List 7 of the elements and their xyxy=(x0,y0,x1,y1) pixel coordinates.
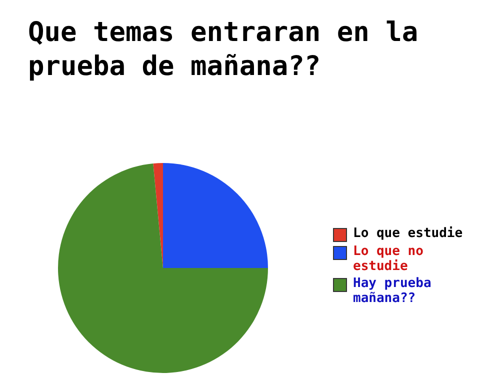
pie-slice xyxy=(153,163,163,268)
pie-slice xyxy=(58,163,268,373)
legend-label: Hay prueba mañana?? xyxy=(353,276,432,306)
chart-title: Que temas entraran en la prueba de mañana?? xyxy=(28,16,420,84)
pie-slice xyxy=(163,163,268,268)
legend-label: Lo que estudie xyxy=(353,226,463,241)
legend-label: Lo que no estudie xyxy=(353,244,424,274)
